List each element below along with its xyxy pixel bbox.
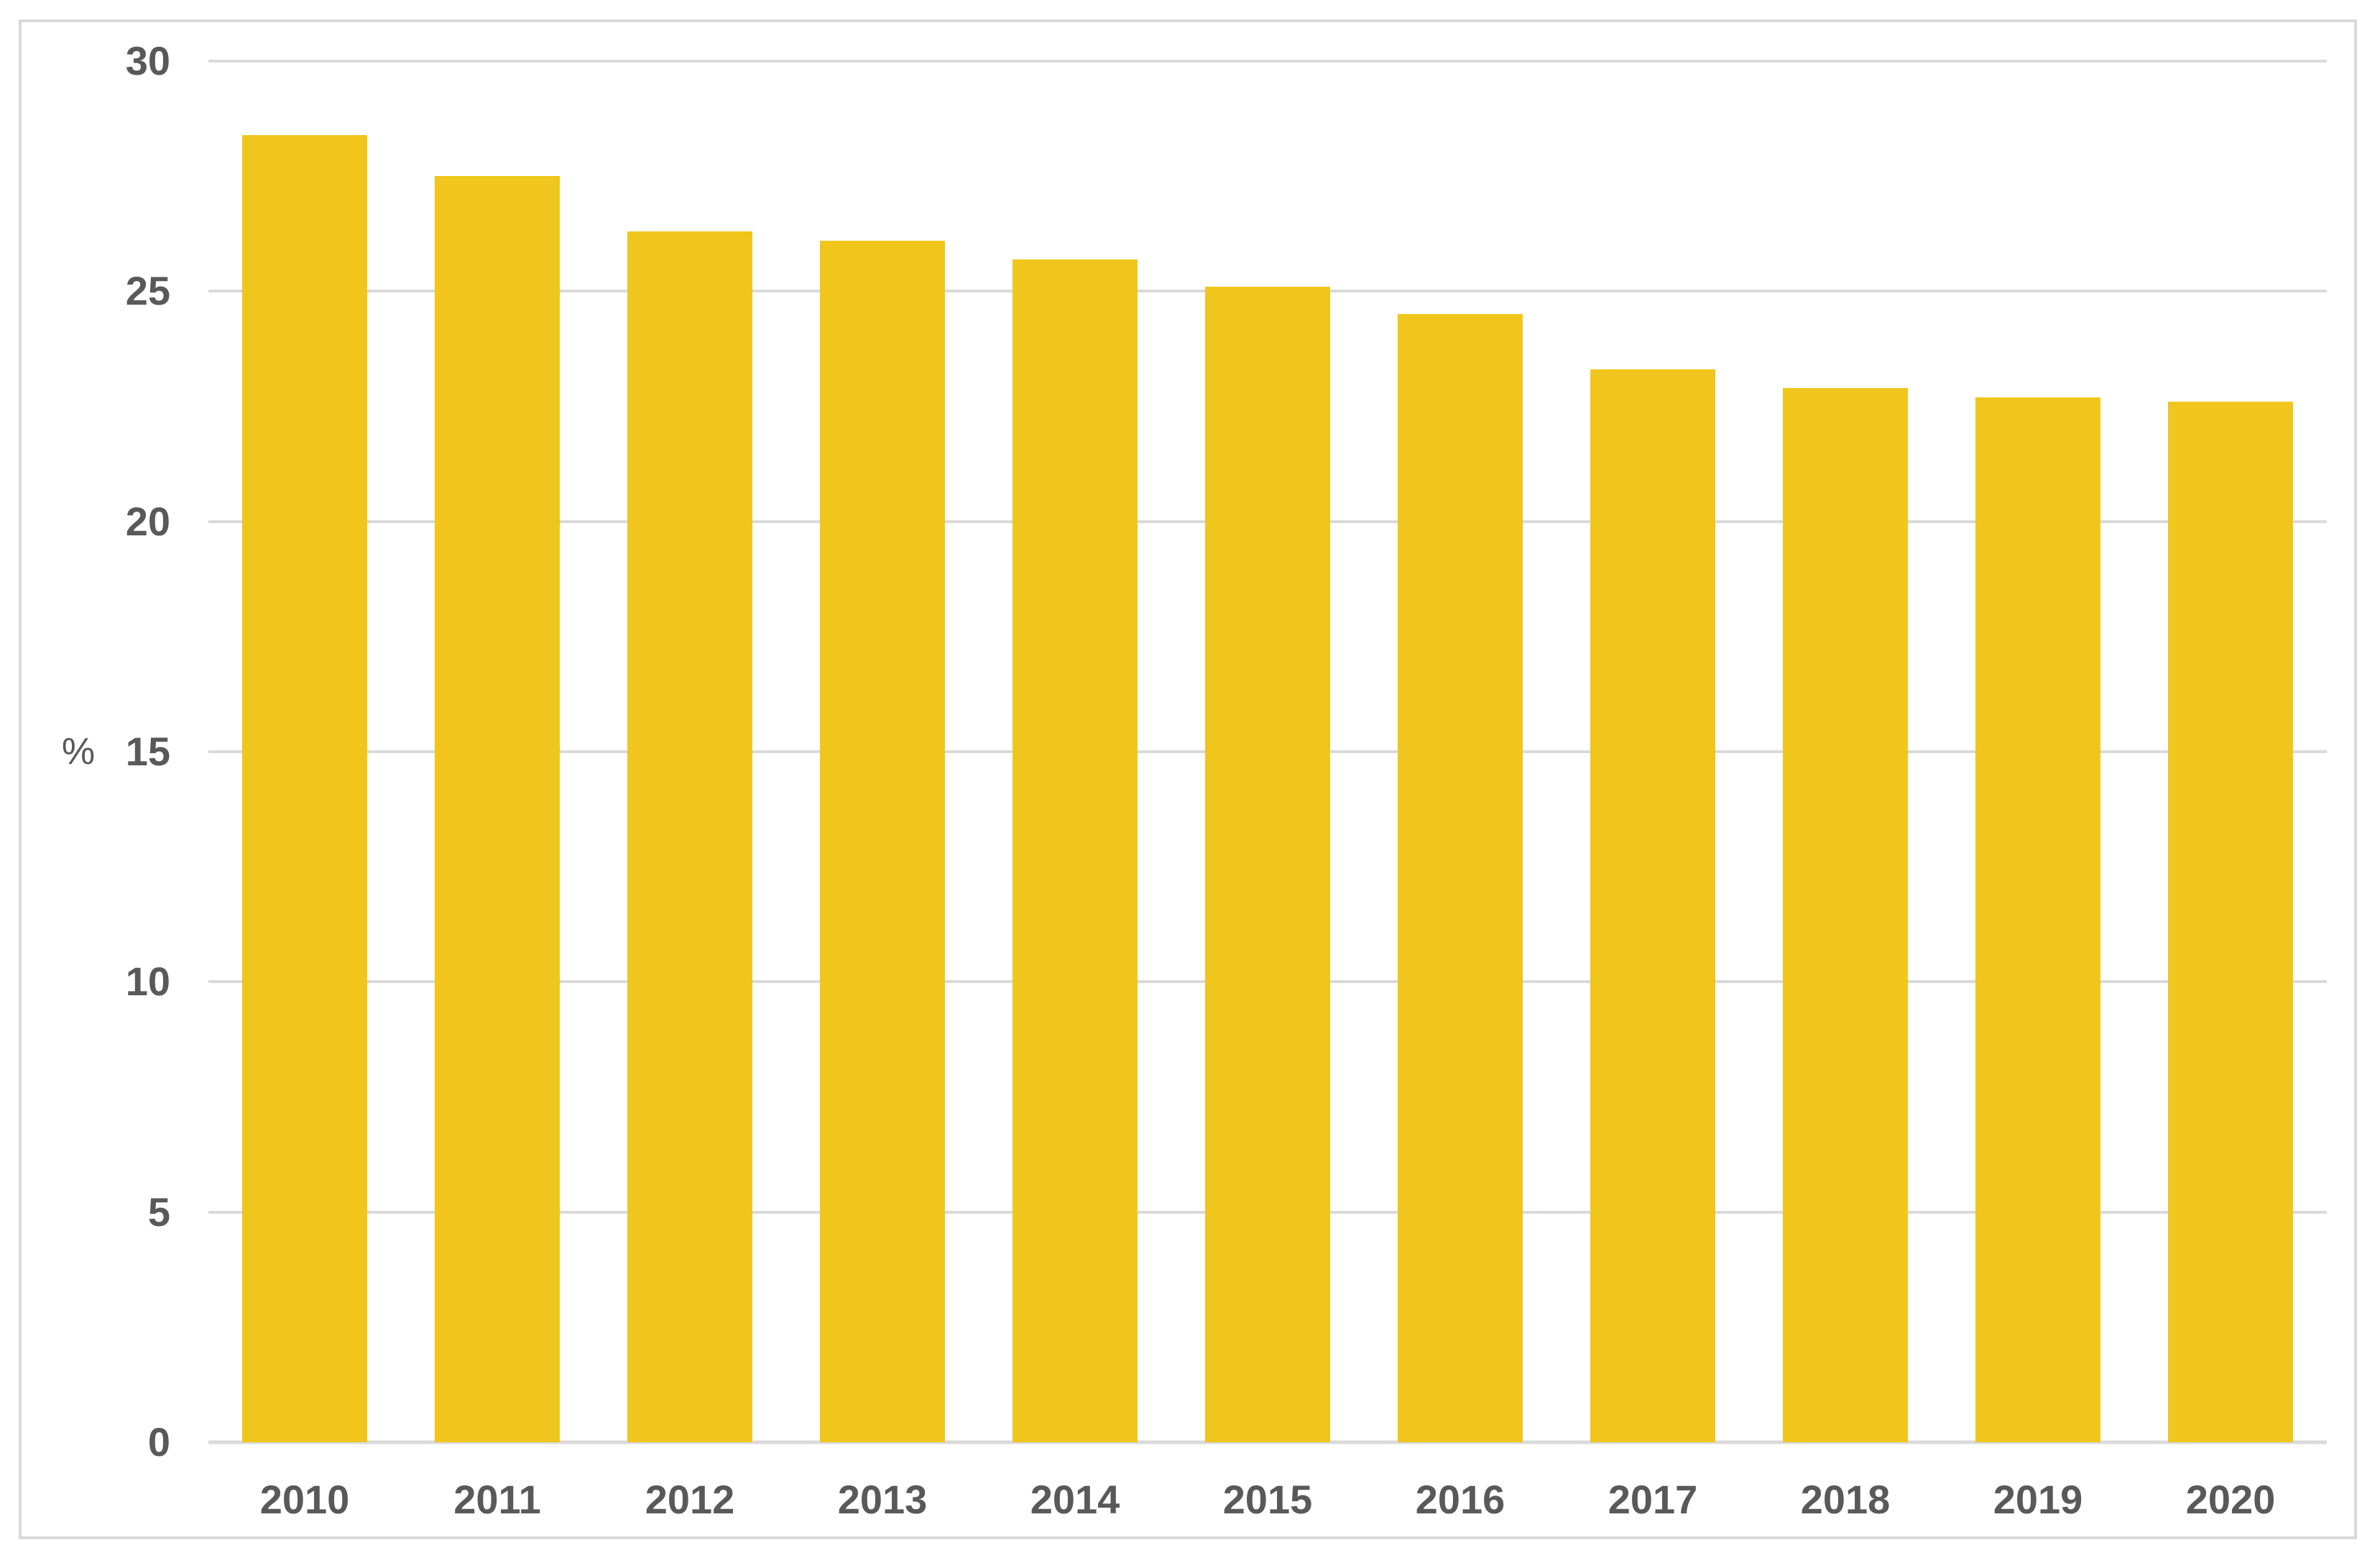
- bar-slot: [786, 61, 979, 1442]
- bar-slot: [1942, 61, 2134, 1442]
- bar-slot: [401, 61, 594, 1442]
- y-tick-label: 10: [125, 959, 170, 1005]
- plot-area: 0 5 10 15 20 25 30: [126, 41, 2327, 1462]
- x-axis-line: [208, 1440, 2327, 1444]
- x-tick-label: 2019: [1993, 1477, 2083, 1522]
- bar-2019[interactable]: [1975, 397, 2100, 1442]
- x-tick-label: 2013: [837, 1477, 928, 1522]
- bar-slot: [979, 61, 1171, 1442]
- x-tick-label: 2012: [645, 1477, 735, 1522]
- bar-2011[interactable]: [435, 176, 560, 1442]
- bar-2013[interactable]: [820, 240, 945, 1442]
- bar-slot: [594, 61, 786, 1442]
- y-axis-title: %: [61, 731, 96, 773]
- x-axis: 2010 2011 2012 2013 2014 2015 2016 2017 2018 2019…: [208, 1480, 2327, 1520]
- bar-2018[interactable]: [1783, 387, 1908, 1442]
- x-tick-label: 2015: [1222, 1477, 1313, 1522]
- y-tick-label: 15: [125, 729, 170, 774]
- bar-2012[interactable]: [627, 231, 752, 1442]
- bar-2017[interactable]: [1590, 369, 1715, 1442]
- chart-frame: % 0 5 10 15 20 25 30 2010 2011 2012 2013 2014 2015 2…: [19, 19, 2357, 1539]
- y-tick-label: 5: [147, 1189, 170, 1235]
- gridline: [208, 60, 2327, 63]
- bar-slot: [1364, 61, 1556, 1442]
- bar-slot: [1171, 61, 1364, 1442]
- bar-slot: [1556, 61, 1749, 1442]
- bar-2010[interactable]: [242, 134, 367, 1442]
- y-tick-label: 30: [125, 38, 170, 83]
- y-tick-label: 20: [125, 498, 170, 544]
- bar-2014[interactable]: [1013, 259, 1138, 1442]
- bar-series: [208, 61, 2327, 1442]
- bar-slot: [208, 61, 401, 1442]
- x-tick-label: 2018: [1800, 1477, 1891, 1522]
- x-tick-label: 2016: [1415, 1477, 1505, 1522]
- x-tick-label: 2010: [259, 1477, 350, 1522]
- y-tick-label: 25: [125, 268, 170, 314]
- bar-slot: [2134, 61, 2327, 1442]
- bar-slot: [1749, 61, 1942, 1442]
- x-tick-label: 2020: [2185, 1477, 2276, 1522]
- x-tick-label: 2017: [1608, 1477, 1698, 1522]
- x-tick-label: 2011: [453, 1477, 541, 1522]
- bar-2015[interactable]: [1205, 286, 1330, 1442]
- bar-2020[interactable]: [2168, 402, 2293, 1442]
- y-tick-label: 0: [147, 1419, 170, 1465]
- x-tick-label: 2014: [1030, 1477, 1120, 1522]
- bar-2016[interactable]: [1398, 314, 1523, 1442]
